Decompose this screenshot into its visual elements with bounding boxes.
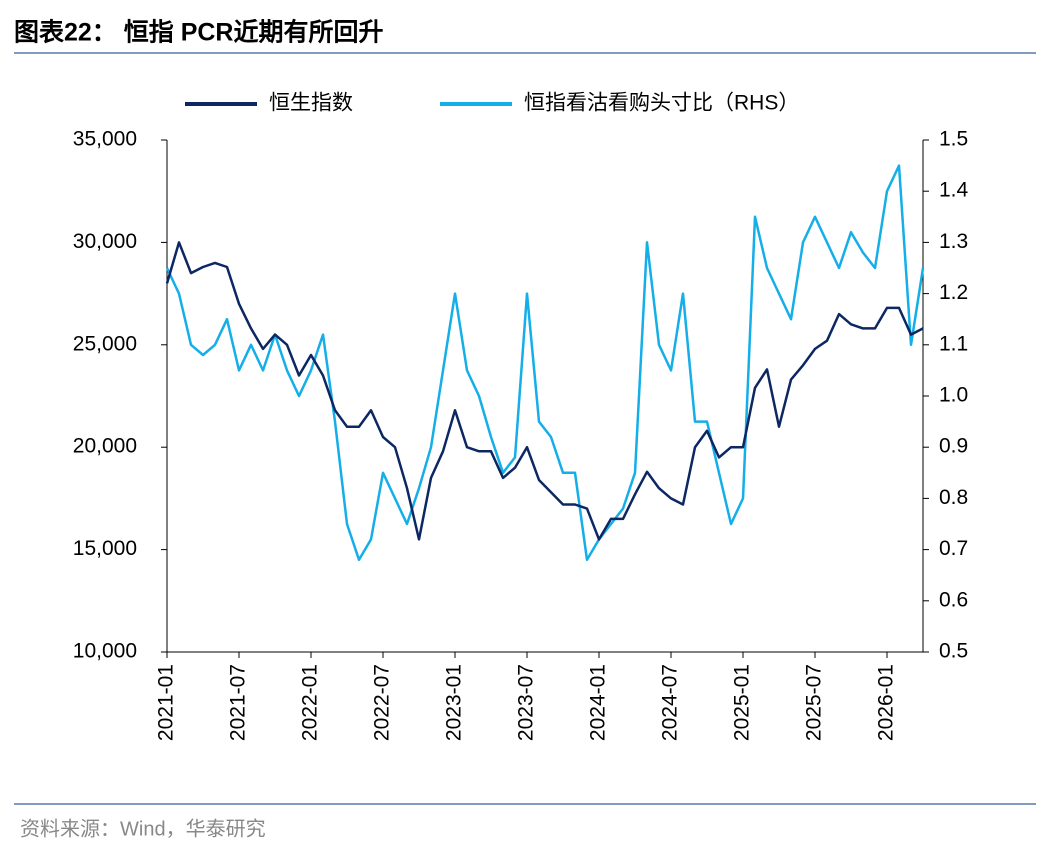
- x-tick-label: 2023-01: [443, 664, 466, 741]
- x-tick-label: 2025-01: [731, 664, 754, 741]
- chart-title: 图表22： 恒指 PCR近期有所回升: [14, 19, 383, 47]
- x-tick-label: 2024-01: [587, 664, 610, 741]
- series-line: [165, 164, 925, 562]
- x-tick-label: 2021-01: [155, 664, 178, 741]
- y2-tick-label: 0.7: [939, 537, 968, 560]
- y2-tick-label: 1.3: [939, 230, 968, 253]
- x-tick-label: 2022-07: [371, 664, 394, 741]
- y-tick-label: 10,000: [73, 640, 137, 663]
- series-line: [165, 241, 924, 541]
- y2-tick-label: 1.1: [939, 332, 968, 355]
- y2-tick-label: 0.6: [939, 588, 968, 611]
- y2-tick-label: 0.9: [939, 435, 968, 458]
- y-tick-label: 30,000: [73, 230, 137, 253]
- legend-label: 恒生指数: [269, 92, 353, 115]
- y-tick-label: 25,000: [73, 332, 137, 355]
- x-tick-label: 2025-07: [803, 664, 826, 741]
- y2-tick-label: 0.8: [939, 486, 968, 509]
- y2-tick-label: 1.5: [939, 128, 968, 151]
- y2-tick-label: 1.4: [939, 179, 969, 202]
- x-tick-label: 2022-01: [299, 664, 322, 741]
- y-tick-label: 35,000: [73, 128, 137, 151]
- legend-label: 恒指看沽看购头寸比（RHS）: [524, 92, 799, 115]
- x-tick-label: 2023-07: [515, 664, 538, 741]
- y2-tick-label: 1.2: [939, 281, 968, 304]
- source: 资料来源：Wind，华泰研究: [20, 817, 266, 840]
- y-tick-label: 15,000: [73, 537, 137, 560]
- x-tick-label: 2024-07: [659, 664, 682, 741]
- y2-tick-label: 1.0: [939, 384, 968, 407]
- y-tick-label: 20,000: [73, 435, 137, 458]
- x-tick-label: 2021-07: [227, 664, 250, 741]
- y2-tick-label: 0.5: [939, 640, 968, 663]
- x-tick-label: 2026-01: [875, 664, 898, 741]
